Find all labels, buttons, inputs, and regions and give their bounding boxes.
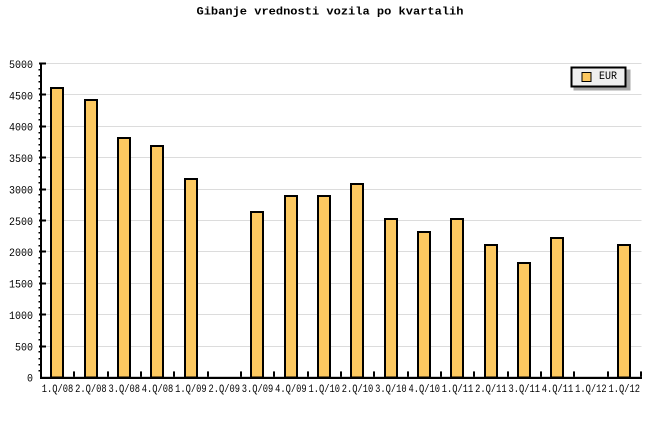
svg-text:2500: 2500	[9, 217, 33, 229]
svg-text:3.Q/09: 3.Q/09	[242, 384, 273, 396]
svg-text:5000: 5000	[9, 60, 33, 72]
svg-text:500: 500	[15, 342, 33, 354]
svg-text:4.Q/08: 4.Q/08	[142, 384, 174, 396]
svg-text:3.Q/11: 3.Q/11	[508, 384, 540, 396]
svg-text:1.Q/08: 1.Q/08	[42, 384, 74, 396]
svg-text:EUR: EUR	[599, 71, 617, 83]
svg-text:3500: 3500	[9, 154, 33, 166]
svg-text:3.Q/10: 3.Q/10	[375, 384, 407, 396]
svg-text:1500: 1500	[9, 280, 33, 292]
svg-text:4.Q/09: 4.Q/09	[275, 384, 307, 396]
svg-text:Gibanje vrednosti vozila po kv: Gibanje vrednosti vozila po kvartalih	[197, 7, 464, 19]
svg-text:4.Q/11: 4.Q/11	[542, 384, 574, 396]
svg-text:1.Q/12: 1.Q/12	[608, 384, 640, 396]
svg-text:1.Q/11: 1.Q/11	[442, 384, 474, 396]
svg-text:0: 0	[27, 374, 33, 386]
svg-text:3000: 3000	[9, 185, 33, 197]
svg-text:1.Q/10: 1.Q/10	[308, 384, 340, 396]
svg-text:2.Q/10: 2.Q/10	[342, 384, 374, 396]
svg-text:3.Q/08: 3.Q/08	[108, 384, 140, 396]
svg-text:1000: 1000	[9, 311, 33, 323]
svg-text:1.Q/12: 1.Q/12	[575, 384, 607, 396]
svg-text:4.Q/10: 4.Q/10	[408, 384, 440, 396]
svg-text:2.Q/08: 2.Q/08	[75, 384, 107, 396]
svg-text:4000: 4000	[9, 123, 33, 135]
svg-text:2.Q/09: 2.Q/09	[208, 384, 240, 396]
svg-text:2.Q/11: 2.Q/11	[475, 384, 507, 396]
svg-text:1.Q/09: 1.Q/09	[175, 384, 207, 396]
svg-text:2000: 2000	[9, 248, 33, 260]
svg-text:4500: 4500	[9, 91, 33, 103]
